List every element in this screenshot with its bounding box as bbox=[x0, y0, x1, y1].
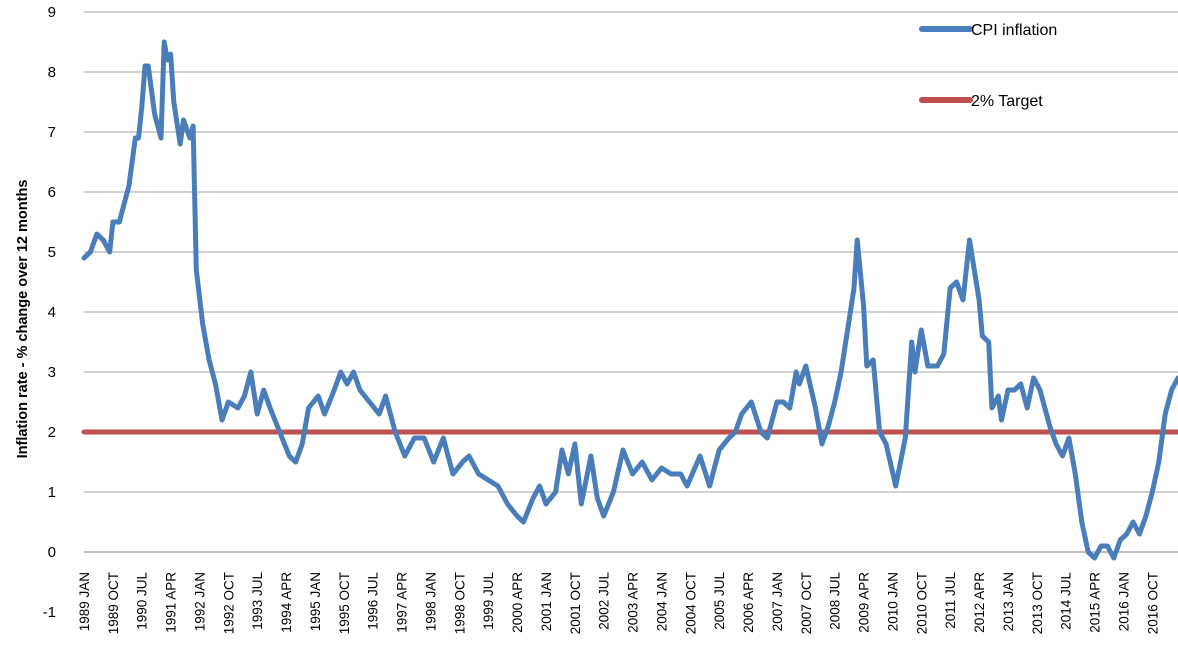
series-group bbox=[81, 39, 1178, 561]
x-tick-label: 1992 OCT bbox=[221, 572, 236, 634]
x-tick-label: 2013 JAN bbox=[1001, 572, 1016, 631]
x-tick-label: 2001 JAN bbox=[539, 572, 554, 631]
x-tick-label: 2006 APR bbox=[741, 572, 756, 633]
x-tick-label: 2014 JUL bbox=[1059, 572, 1074, 630]
x-tick-label: 2013 OCT bbox=[1030, 572, 1045, 634]
x-tick-label: 1996 JUL bbox=[366, 572, 381, 630]
y-tick-label: 3 bbox=[48, 364, 56, 381]
y-axis-tick-labels: 9 8 7 6 5 4 3 2 1 0 -1 bbox=[43, 4, 56, 621]
y-tick-label: 2 bbox=[48, 424, 56, 441]
legend: CPI inflation 2% Target bbox=[919, 22, 1057, 110]
x-tick-label: 2015 APR bbox=[1088, 572, 1103, 633]
x-tick-label: 2004 OCT bbox=[683, 572, 698, 634]
x-tick-label: 2007 OCT bbox=[799, 572, 814, 634]
y-tick-label: 1 bbox=[48, 484, 56, 501]
y-tick-label: 6 bbox=[48, 184, 56, 201]
x-tick-label: 1994 APR bbox=[279, 572, 294, 633]
x-tick-label: 1993 JUL bbox=[250, 572, 265, 630]
x-tick-label: 2000 APR bbox=[510, 572, 525, 633]
series-line-cpi bbox=[81, 39, 1178, 561]
x-axis-tick-labels: 1989 JAN 1989 OCT 1990 JUL 1991 APR 1992 JAN… bbox=[77, 572, 1160, 635]
x-tick-label: 2005 JUL bbox=[712, 572, 727, 630]
x-tick-label: 2002 JUL bbox=[597, 572, 612, 630]
x-tick-label: 2010 OCT bbox=[914, 572, 929, 634]
x-tick-label: 1998 JAN bbox=[423, 572, 438, 631]
x-tick-label: 2008 JUL bbox=[828, 572, 843, 630]
legend-label-target: 2% Target bbox=[971, 93, 1043, 110]
y-tick-label: -1 bbox=[43, 604, 56, 621]
x-tick-label: 2010 JAN bbox=[885, 572, 900, 631]
x-tick-label: 1995 JAN bbox=[308, 572, 323, 631]
y-tick-label: 9 bbox=[48, 4, 56, 21]
x-tick-label: 1989 OCT bbox=[106, 572, 121, 634]
x-tick-label: 2011 JUL bbox=[943, 572, 958, 629]
x-tick-label: 2007 JAN bbox=[770, 572, 785, 631]
x-tick-label: 1989 JAN bbox=[77, 572, 92, 631]
y-tick-label: 8 bbox=[48, 64, 56, 81]
x-tick-label: 1990 JUL bbox=[135, 572, 150, 630]
x-tick-label: 2012 APR bbox=[972, 572, 987, 633]
legend-label-cpi: CPI inflation bbox=[971, 22, 1057, 39]
y-tick-label: 4 bbox=[48, 304, 56, 321]
x-tick-label: 2003 APR bbox=[626, 572, 641, 633]
y-tick-label: 7 bbox=[48, 124, 56, 141]
y-tick-label: 0 bbox=[48, 544, 56, 561]
y-axis-label: Inflation rate - % change over 12 months bbox=[15, 180, 31, 459]
x-tick-label: 1998 OCT bbox=[452, 572, 467, 634]
x-tick-label: 2001 OCT bbox=[568, 572, 583, 634]
x-tick-label: 2004 JAN bbox=[654, 572, 669, 631]
x-tick-label: 1995 OCT bbox=[337, 572, 352, 634]
y-tick-label: 5 bbox=[48, 244, 56, 261]
x-tick-label: 2016 JAN bbox=[1116, 572, 1131, 631]
x-tick-label: 2016 OCT bbox=[1145, 572, 1160, 634]
x-tick-label: 1997 APR bbox=[395, 572, 410, 633]
x-tick-label: 1991 APR bbox=[164, 572, 179, 633]
x-tick-label: 1992 JAN bbox=[192, 572, 207, 631]
x-tick-label: 2009 APR bbox=[857, 572, 872, 633]
x-tick-label: 1999 JUL bbox=[481, 572, 496, 630]
